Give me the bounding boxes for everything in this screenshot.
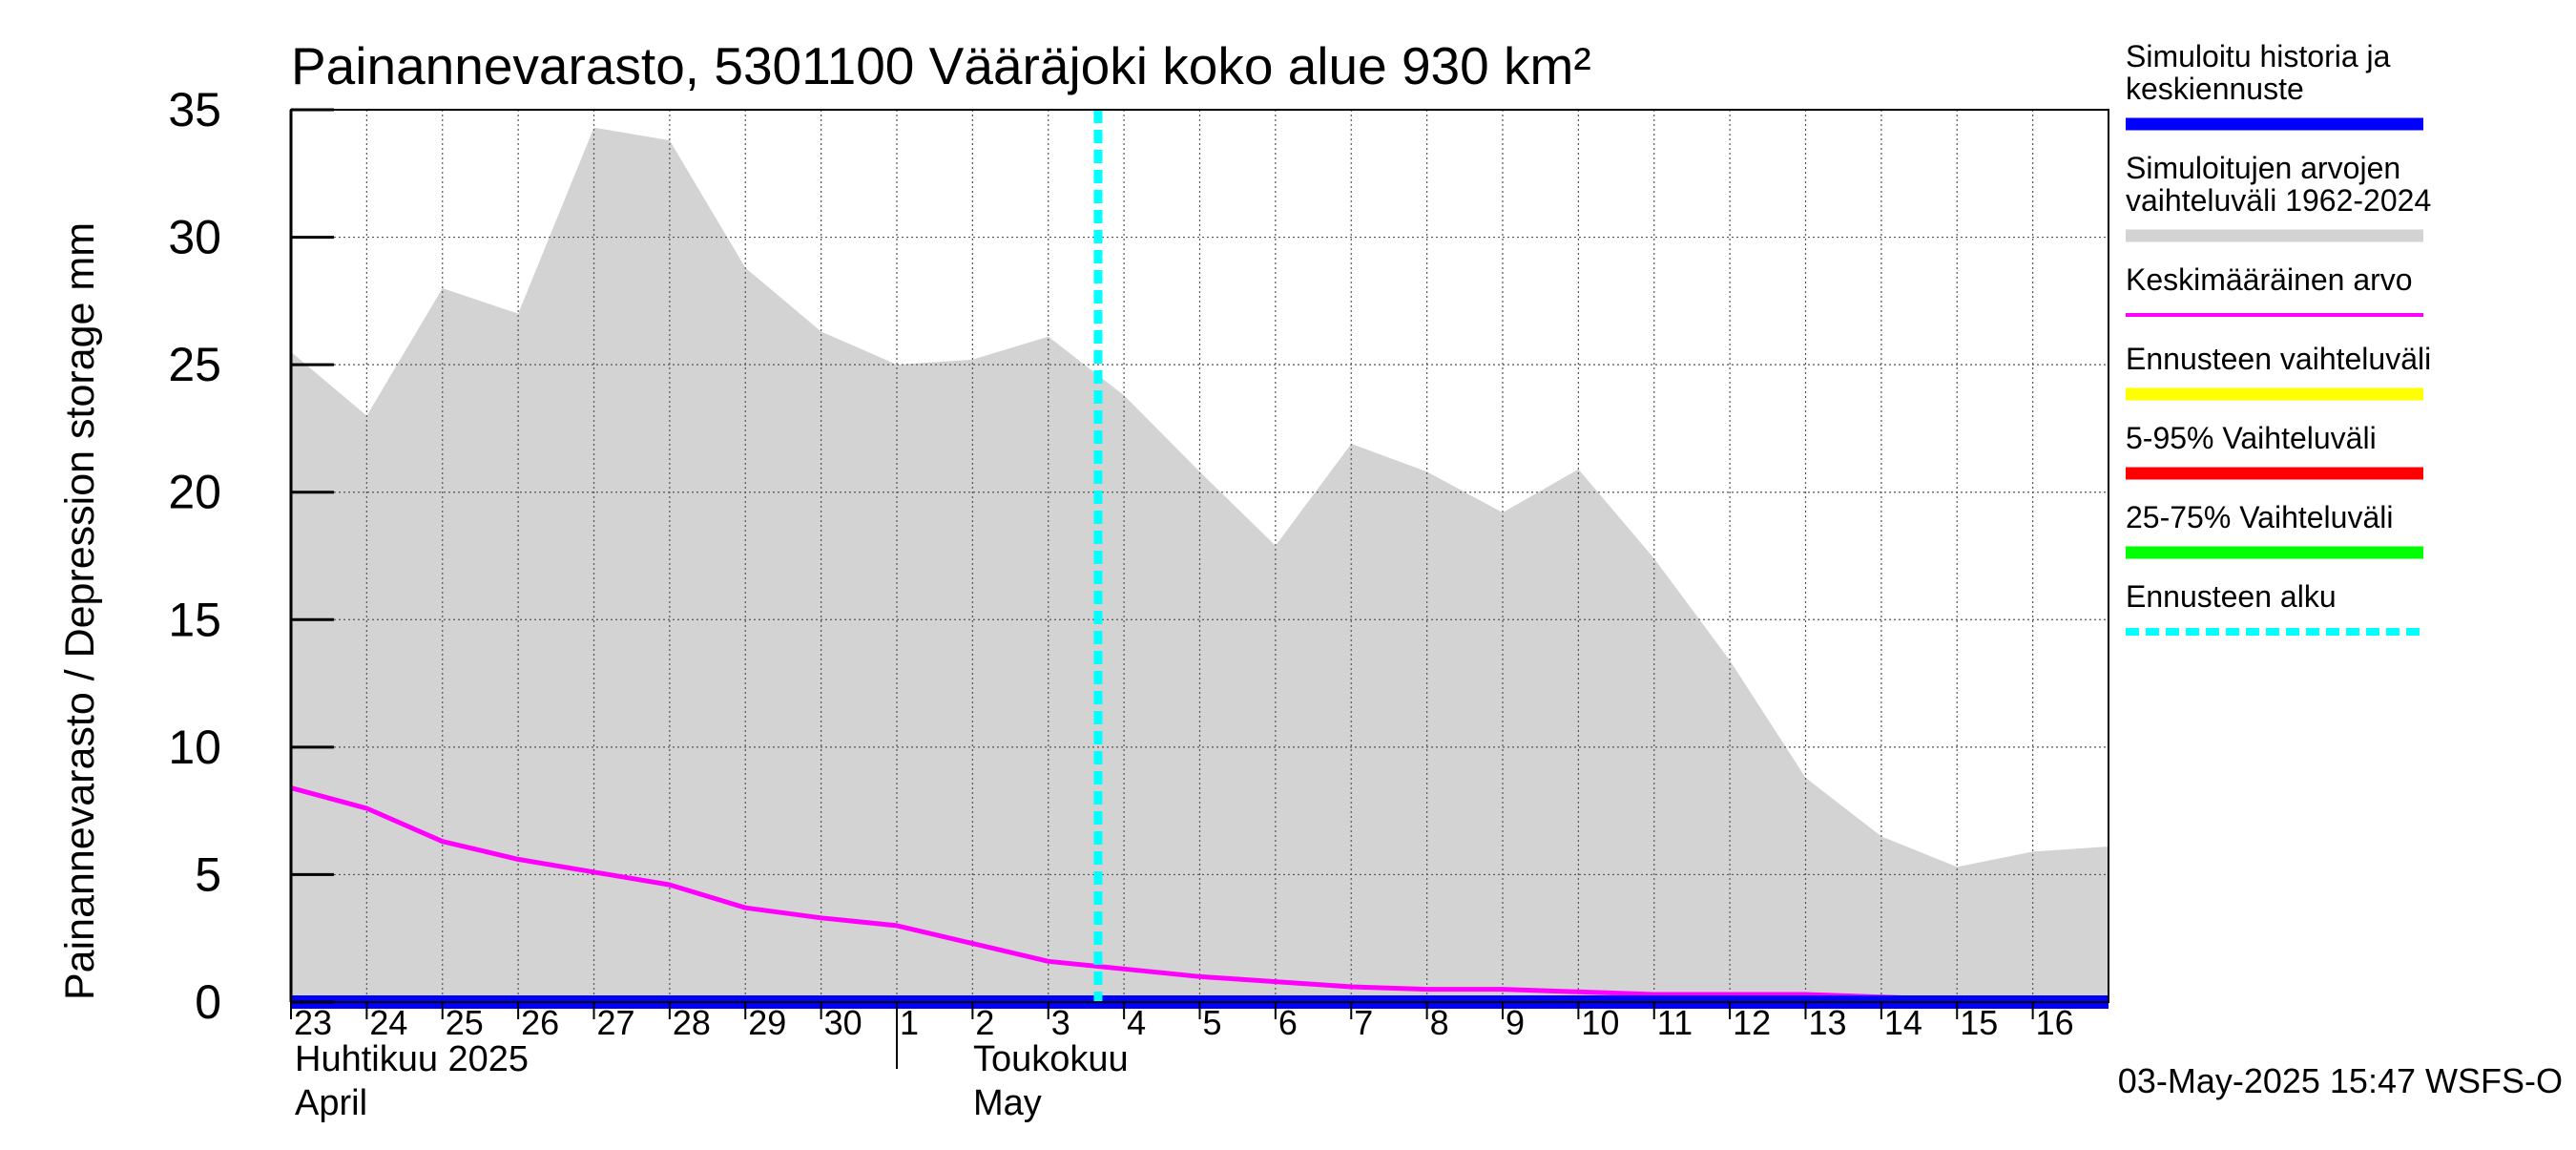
y-axis-label: Painannevarasto / Depression storage mm [57, 222, 103, 1000]
y-tick-label: 15 [168, 593, 221, 646]
x-tick-label: 7 [1354, 1003, 1373, 1042]
y-tick-label: 5 [195, 847, 221, 901]
legend-item: Ennusteen alku [2126, 579, 2423, 636]
x-tick-label: 6 [1278, 1003, 1298, 1042]
x-tick-label: 11 [1657, 1003, 1693, 1042]
y-tick-label: 25 [168, 338, 221, 391]
x-tick-label: 15 [1960, 1003, 1998, 1042]
legend-label: Ennusteen vaihteluväli [2126, 342, 2431, 376]
footer-timestamp: 03-May-2025 15:47 WSFS-O [2118, 1061, 2563, 1100]
x-tick-label: 10 [1581, 1003, 1619, 1042]
x-tick-label: 2 [975, 1003, 994, 1042]
legend-label: Simuloitu historia ja keskiennuste [2126, 39, 2391, 106]
x-tick-label: 27 [597, 1003, 635, 1042]
x-tick-label: 24 [369, 1003, 407, 1042]
chart-title: Painannevarasto, 5301100 Vääräjoki koko … [291, 36, 1591, 95]
legend-item: 5-95% Vaihteluväli [2126, 421, 2423, 480]
series-line-mean [290, 785, 2109, 1008]
month-label-en: April [295, 1083, 367, 1123]
legend-item: Keskimääräinen arvo [2126, 262, 2423, 317]
x-tick-label: 9 [1506, 1003, 1525, 1042]
x-tick-label: 23 [294, 1003, 332, 1042]
x-tick-label: 5 [1203, 1003, 1222, 1042]
legend-item: Ennusteen vaihteluväli [2126, 342, 2431, 401]
x-tick-label: 30 [824, 1003, 862, 1042]
legend-label: 25-75% Vaihteluväli [2126, 500, 2393, 534]
plot-area [290, 109, 2109, 1009]
y-tick-label: 35 [168, 83, 221, 136]
x-tick-label: 26 [521, 1003, 559, 1042]
month-label-fi: Toukokuu [973, 1039, 1129, 1079]
x-tick-label: 13 [1809, 1003, 1847, 1042]
x-tick-label: 28 [673, 1003, 711, 1042]
y-tick-label: 10 [168, 721, 221, 774]
y-tick-label: 30 [168, 211, 221, 264]
legend-item: Simuloitu historia ja keskiennuste [2126, 39, 2423, 131]
legend-item: Simuloitujen arvojen vaihteluväli 1962-20… [2126, 151, 2431, 242]
legend: Simuloitu historia ja keskiennuste Simuloi… [2126, 39, 2431, 636]
month-label-fi: Huhtikuu 2025 [295, 1039, 529, 1079]
legend-label: Ennusteen alku [2126, 579, 2337, 614]
x-tick-label: 12 [1733, 1003, 1771, 1042]
x-tick-label: 25 [446, 1003, 484, 1042]
legend-label: 5-95% Vaihteluväli [2126, 421, 2377, 455]
y-tick-label: 20 [168, 466, 221, 519]
x-tick-label: 3 [1051, 1003, 1070, 1042]
legend-label: Simuloitujen arvojen vaihteluväli 1962-20… [2126, 151, 2431, 218]
month-label-en: May [973, 1083, 1042, 1123]
x-tick-label: 29 [748, 1003, 786, 1042]
x-tick-label: 14 [1884, 1003, 1922, 1042]
x-tick-label: 1 [900, 1003, 919, 1042]
legend-label: Keskimääräinen arvo [2126, 262, 2413, 297]
y-tick-label: 0 [195, 975, 221, 1029]
x-tick-label: 4 [1127, 1003, 1146, 1042]
x-tick-label: 8 [1430, 1003, 1449, 1042]
legend-item: 25-75% Vaihteluväli [2126, 500, 2423, 559]
x-tick-label: 16 [2036, 1003, 2074, 1042]
